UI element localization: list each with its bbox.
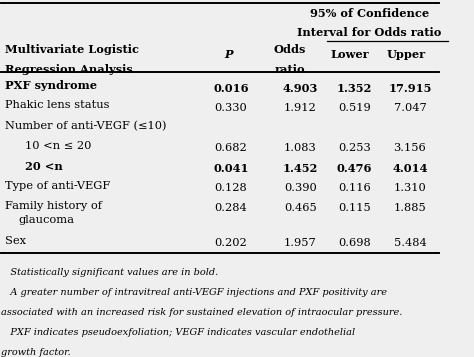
- Text: Phakic lens status: Phakic lens status: [5, 100, 109, 110]
- Text: 0.041: 0.041: [213, 163, 249, 174]
- Text: A greater number of intravitreal anti-VEGF injections and PXF positivity are: A greater number of intravitreal anti-VE…: [0, 288, 387, 297]
- Text: 0.128: 0.128: [215, 183, 247, 193]
- Text: Multivariate Logistic: Multivariate Logistic: [5, 44, 139, 55]
- Text: Odds: Odds: [274, 44, 306, 55]
- Text: Number of anti-VEGF (≤10): Number of anti-VEGF (≤10): [5, 121, 166, 131]
- Text: 1.957: 1.957: [284, 238, 317, 248]
- Text: 0.253: 0.253: [338, 143, 371, 153]
- Text: 1.452: 1.452: [283, 163, 318, 174]
- Text: glaucoma: glaucoma: [18, 215, 74, 225]
- Text: 0.284: 0.284: [215, 203, 247, 213]
- Text: Statistically significant values are in bold.: Statistically significant values are in …: [0, 268, 218, 277]
- Text: Sex: Sex: [5, 236, 26, 246]
- Text: 0.016: 0.016: [213, 82, 249, 94]
- Text: PXF syndrome: PXF syndrome: [5, 80, 97, 91]
- Text: 0.116: 0.116: [338, 183, 371, 193]
- Text: ratio: ratio: [275, 64, 305, 75]
- Text: Regression Analysis: Regression Analysis: [5, 64, 133, 75]
- Text: 5.484: 5.484: [393, 238, 426, 248]
- Text: 0.698: 0.698: [338, 238, 371, 248]
- Text: 1.912: 1.912: [284, 102, 317, 112]
- Text: 0.330: 0.330: [215, 102, 247, 112]
- Text: Type of anti-VEGF: Type of anti-VEGF: [5, 181, 110, 191]
- Text: 1.310: 1.310: [393, 183, 426, 193]
- Text: growth factor.: growth factor.: [0, 348, 71, 357]
- Text: 1.083: 1.083: [284, 143, 317, 153]
- Text: 0.465: 0.465: [284, 203, 317, 213]
- Text: 1.352: 1.352: [337, 82, 372, 94]
- Text: 10 <n ≤ 20: 10 <n ≤ 20: [25, 141, 91, 151]
- Text: Lower: Lower: [330, 49, 369, 60]
- Text: Family history of: Family history of: [5, 201, 102, 211]
- Text: Interval for Odds ratio: Interval for Odds ratio: [297, 27, 441, 38]
- Text: 0.682: 0.682: [215, 143, 247, 153]
- Text: 7.047: 7.047: [393, 102, 426, 112]
- Text: 0.519: 0.519: [338, 102, 371, 112]
- Text: 20 <n: 20 <n: [25, 161, 63, 172]
- Text: Upper: Upper: [387, 49, 426, 60]
- Text: 95% of Confidence: 95% of Confidence: [310, 8, 428, 19]
- Text: associated with an increased risk for sustained elevation of intraocular pressur: associated with an increased risk for su…: [0, 308, 402, 317]
- Text: 0.476: 0.476: [337, 163, 372, 174]
- Text: 0.390: 0.390: [284, 183, 317, 193]
- Text: P: P: [225, 49, 233, 60]
- Text: 17.915: 17.915: [388, 82, 432, 94]
- Text: 4.903: 4.903: [283, 82, 318, 94]
- Text: 0.115: 0.115: [338, 203, 371, 213]
- Text: PXF indicates pseudoexfoliation; VEGF indicates vascular endothelial: PXF indicates pseudoexfoliation; VEGF in…: [0, 328, 355, 337]
- Text: 1.885: 1.885: [393, 203, 426, 213]
- Text: 0.202: 0.202: [215, 238, 247, 248]
- Text: 4.014: 4.014: [392, 163, 428, 174]
- Text: 3.156: 3.156: [393, 143, 426, 153]
